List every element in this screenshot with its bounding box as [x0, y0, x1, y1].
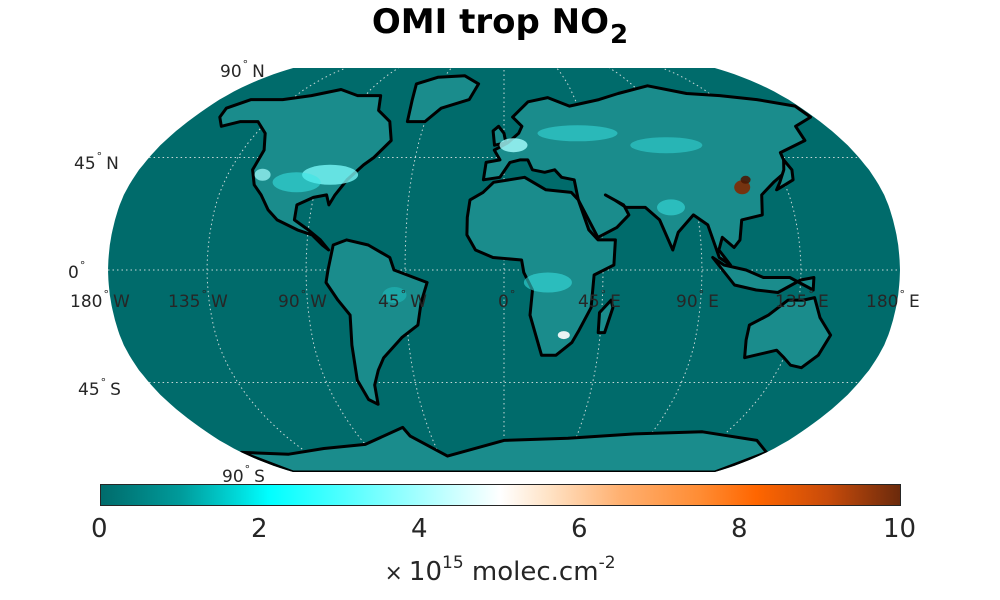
continent-australia [743, 296, 833, 370]
latitude-label: 45° N [74, 150, 119, 174]
continent-antarctica [240, 425, 768, 472]
continent-africa [465, 175, 617, 357]
latitude-label: 90° S [222, 463, 265, 487]
longitude-label: 0° [498, 288, 516, 312]
colorbar-tick-label: 4 [411, 514, 428, 544]
colorbar-tick-label: 8 [731, 514, 748, 544]
continent-greenland [405, 74, 481, 124]
colorbar-tick-label: 6 [571, 514, 588, 544]
longitude-label: 90° W [278, 288, 327, 312]
no2-hotspot [499, 138, 528, 153]
colorbar [100, 484, 901, 506]
no2-hotspot [557, 331, 570, 340]
longitude-label: 45° W [378, 288, 427, 312]
no2-hotspot [740, 175, 751, 184]
colorbar-tick-label: 10 [883, 514, 917, 544]
continent-indonesia [711, 256, 816, 294]
continent-south-america [324, 238, 429, 406]
no2-hotspot [657, 199, 685, 216]
continent-north-america [218, 88, 393, 252]
no2-hotspot [254, 168, 271, 181]
latitude-label: 90° N [220, 58, 265, 82]
continents [218, 74, 833, 472]
map-title: OMI trop NO2 [371, 2, 629, 50]
no2-hotspot [537, 125, 618, 142]
latitude-label: 0° [68, 259, 86, 283]
longitude-label: 135° W [168, 288, 228, 312]
no2-hotspot [523, 272, 572, 293]
no2-hotspot [630, 137, 703, 154]
no2-hotspot [272, 172, 321, 193]
longitude-label: 180° W [70, 288, 130, 312]
colorbar-tick-label: 0 [91, 514, 108, 544]
colorbar-tick-label: 2 [251, 514, 268, 544]
continent-japan [775, 158, 795, 192]
longitude-label: 135° E [775, 288, 829, 312]
continent-madagascar [596, 298, 615, 335]
colorbar-unit-label: × 1015 molec.cm-2 [384, 553, 616, 587]
latitude-label: 45° S [78, 376, 121, 400]
longitude-label: 45° E [578, 288, 621, 312]
longitude-label: 90° E [676, 288, 719, 312]
no2-hotspot [734, 180, 751, 195]
no2-hotspot [382, 287, 407, 303]
longitude-label: 180° E [866, 288, 920, 312]
